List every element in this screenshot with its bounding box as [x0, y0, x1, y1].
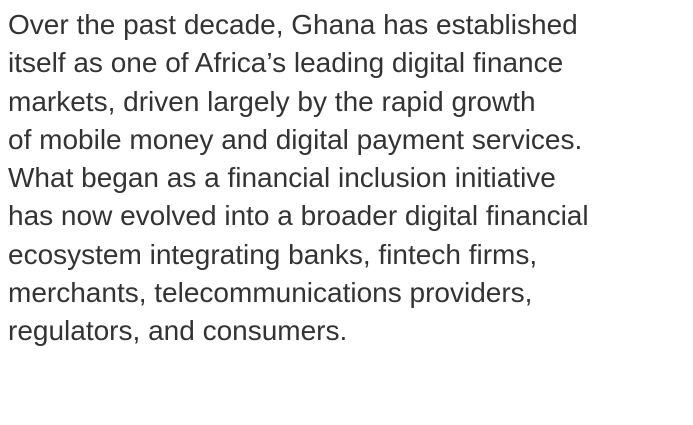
text-line: merchants, telecommunications providers, — [8, 277, 533, 309]
text-line: has now evolved into a broader digital f… — [8, 200, 589, 232]
paragraph: Over the past decade, Ghana has establis… — [8, 6, 589, 351]
text-line: of mobile money and digital payment serv… — [8, 123, 583, 155]
text-line: itself as one of Africa’s leading digita… — [8, 47, 564, 79]
text-line: markets, driven largely by the rapid gro… — [8, 85, 536, 117]
text-line: Over the past decade, Ghana has establis… — [8, 9, 578, 40]
text-line: What began as a financial inclusion init… — [8, 162, 556, 194]
text-line: regulators, and consumers. — [8, 315, 348, 347]
text-line: ecosystem integrating banks, fintech fir… — [8, 238, 538, 270]
